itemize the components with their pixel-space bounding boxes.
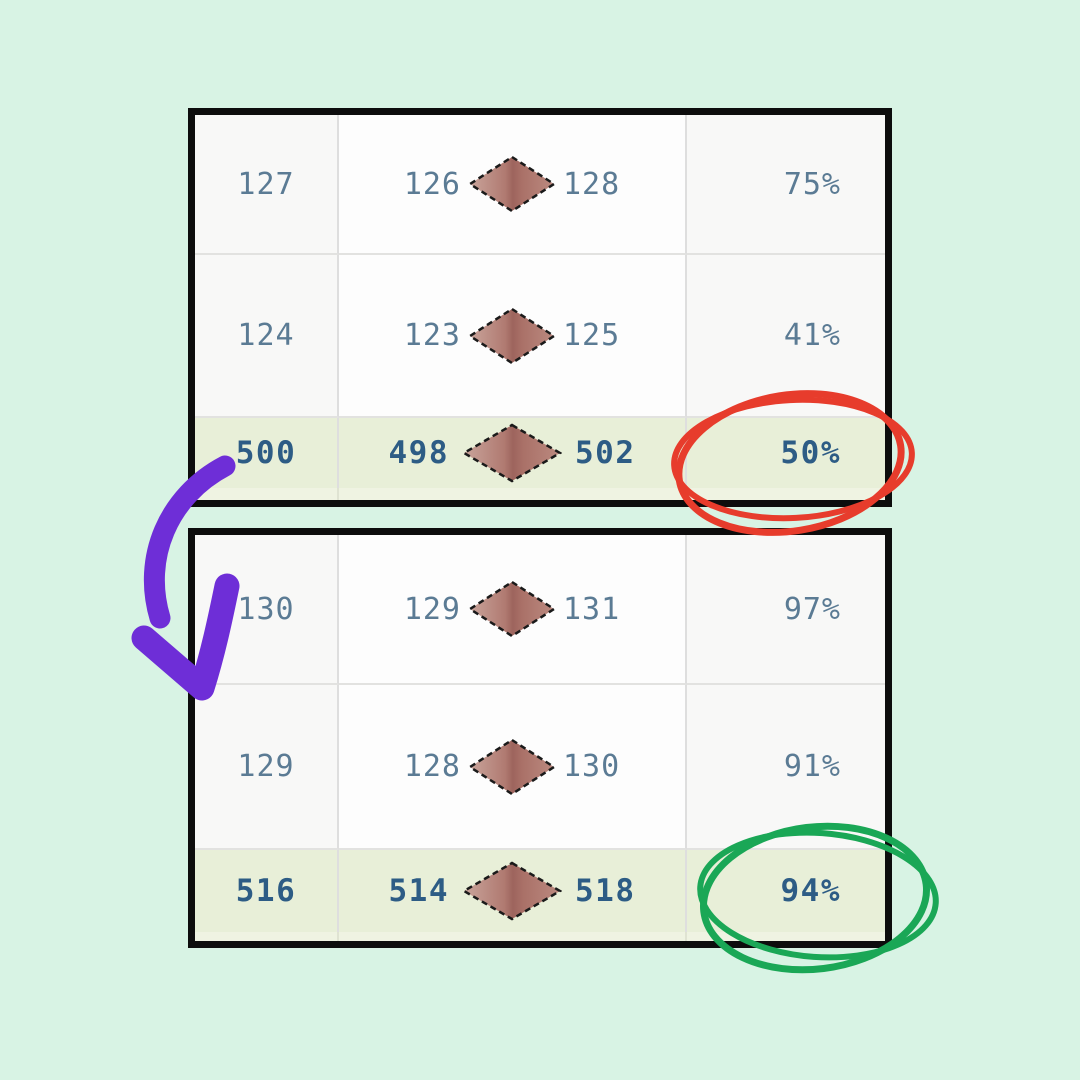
cell-value: 130 — [195, 535, 339, 685]
cell-range: 123 125 — [339, 255, 687, 418]
range-high-text: 131 — [563, 591, 621, 627]
percent-text: 97% — [783, 591, 841, 627]
cell-value: 124 — [195, 255, 339, 418]
row-strip — [195, 932, 339, 941]
value-text: 129 — [237, 749, 295, 784]
percent-text: 94% — [780, 873, 841, 909]
cell-percent: 91% — [687, 685, 885, 850]
diamond-icon — [462, 861, 562, 921]
range-low-text: 128 — [403, 749, 461, 784]
percent-text: 41% — [783, 318, 841, 353]
cell-value-highlighted: 500 — [195, 418, 339, 488]
row-strip — [687, 488, 885, 500]
cell-value-highlighted: 516 — [195, 850, 339, 932]
cell-percent: 75% — [687, 115, 885, 255]
diamond-icon — [462, 423, 562, 483]
cell-percent-highlighted: 50% — [687, 418, 885, 488]
range-high-text: 125 — [563, 318, 621, 353]
value-text: 500 — [235, 435, 297, 471]
value-text: 516 — [235, 873, 297, 909]
cell-range-highlighted: 514 518 — [339, 850, 687, 932]
range-low-text: 498 — [388, 435, 449, 471]
range-low-text: 129 — [403, 591, 461, 627]
range-high-text: 502 — [575, 435, 636, 471]
value-text: 130 — [237, 591, 295, 627]
range-high-text: 518 — [575, 873, 636, 909]
table-before: 127 126 128 75% 124 123 125 41% 500 498 … — [188, 108, 892, 507]
cell-percent: 41% — [687, 255, 885, 418]
diamond-icon — [468, 580, 556, 638]
diamond-icon — [468, 155, 556, 213]
range-high-text: 130 — [563, 749, 621, 784]
table-after: 130 129 131 97% 129 128 130 91% 516 514 … — [188, 528, 892, 948]
cell-percent: 97% — [687, 535, 885, 685]
value-text: 127 — [237, 166, 295, 202]
diamond-icon — [468, 738, 556, 795]
cell-percent-highlighted: 94% — [687, 850, 885, 932]
value-text: 124 — [237, 318, 295, 353]
percent-text: 91% — [783, 749, 841, 784]
cell-value: 129 — [195, 685, 339, 850]
row-strip — [339, 488, 687, 500]
row-strip — [339, 932, 687, 941]
cell-range: 129 131 — [339, 535, 687, 685]
diamond-icon — [468, 307, 556, 364]
percent-text: 75% — [783, 166, 841, 202]
range-low-text: 514 — [388, 873, 449, 909]
row-strip — [195, 488, 339, 500]
range-low-text: 123 — [403, 318, 461, 353]
cell-range-highlighted: 498 502 — [339, 418, 687, 488]
row-strip — [687, 932, 885, 941]
range-high-text: 128 — [563, 166, 621, 202]
cell-range: 128 130 — [339, 685, 687, 850]
cell-value: 127 — [195, 115, 339, 255]
range-low-text: 126 — [403, 166, 461, 202]
percent-text: 50% — [780, 435, 841, 471]
cell-range: 126 128 — [339, 115, 687, 255]
